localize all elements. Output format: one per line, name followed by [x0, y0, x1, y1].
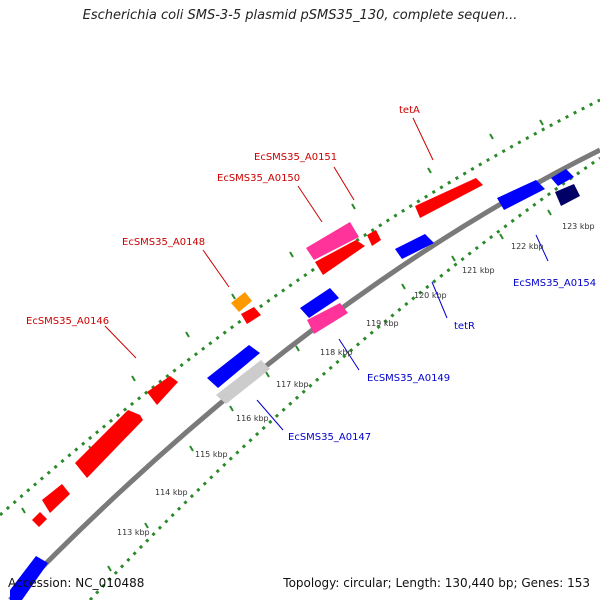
- kbp-tick-label: 119 kbp: [366, 319, 399, 328]
- gene-arrow-reverse: [216, 360, 270, 404]
- gene-arrow-reverse: [300, 288, 339, 318]
- reverse-leader-lines: [256, 234, 549, 431]
- gene-arrow-reverse: [551, 169, 574, 186]
- gene-label-tetr: tetR: [454, 321, 475, 332]
- gene-label-a0147: EcSMS35_A0147: [288, 432, 371, 443]
- plasmid-backbone: [8, 147, 600, 600]
- gene-label-teta: tetA: [399, 105, 420, 116]
- gene-arrow-forward: [306, 222, 359, 260]
- gene-arrow-forward: [42, 484, 70, 513]
- gene-arrow-reverse: [307, 303, 348, 334]
- gene-arrow-reverse: [555, 184, 580, 206]
- gene-label-a0151: EcSMS35_A0151: [254, 152, 337, 163]
- gene-label-a0148: EcSMS35_A0148: [122, 237, 205, 248]
- gene-arrow-forward: [147, 376, 178, 405]
- gene-label-a0154: EcSMS35_A0154: [513, 278, 596, 289]
- gene-arrow-forward: [241, 307, 261, 324]
- gene-arrow-reverse: [395, 234, 434, 259]
- kbp-tick-label: 118 kbp: [320, 348, 353, 357]
- kbp-tick-label: 120 kbp: [414, 291, 447, 300]
- map-title: Escherichia coli SMS-3-5 plasmid pSMS35_…: [82, 8, 518, 23]
- gene-arrow-forward: [315, 240, 365, 275]
- gene-arrow-forward: [32, 512, 47, 527]
- kbp-tick-label: 117 kbp: [276, 380, 309, 389]
- gene-label-a0149: EcSMS35_A0149: [367, 373, 450, 384]
- forward-leader-lines: [104, 117, 434, 359]
- kbp-tick-label: 114 kbp: [155, 488, 188, 497]
- kbp-tick-label: 122 kbp: [511, 242, 544, 251]
- gene-arrow-reverse: [497, 180, 545, 210]
- kbp-tick-label: 121 kbp: [462, 266, 495, 275]
- gene-arrow-forward: [367, 230, 381, 246]
- gene-arrow-reverse: [10, 556, 48, 600]
- gene-label-a0150: EcSMS35_A0150: [217, 173, 300, 184]
- kbp-tick-label: 116 kbp: [236, 414, 269, 423]
- kbp-tick-label: 113 kbp: [117, 528, 150, 537]
- accession-text: Accession: NC_010488: [8, 576, 145, 590]
- gene-arrow-forward: [231, 292, 252, 312]
- kbp-tick-label: 115 kbp: [195, 450, 228, 459]
- map-summary-text: Topology: circular; Length: 130,440 bp; …: [283, 576, 590, 590]
- gene-label-a0146: EcSMS35_A0146: [26, 316, 109, 327]
- gene-arrow-reverse: [207, 345, 260, 388]
- outer-track-ticks: [21, 119, 544, 514]
- gene-arrow-forward: [415, 178, 483, 218]
- inner-dotted-track: [88, 156, 600, 600]
- gene-arrow-forward: [75, 410, 143, 478]
- kbp-tick-label: 123 kbp: [562, 222, 595, 231]
